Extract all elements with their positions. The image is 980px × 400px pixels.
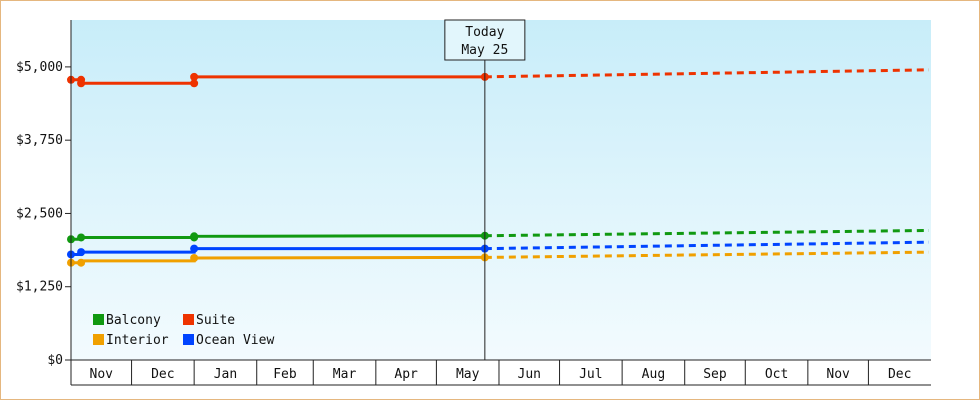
series-layer [67, 68, 930, 267]
legend: Balcony Suite Interior Ocean View [93, 313, 274, 348]
x-tick-label: Jul [579, 367, 602, 382]
legend-label-interior: Interior [106, 333, 169, 348]
forecast-line-interior [484, 250, 929, 259]
y-tick-label: $3,750 [16, 133, 63, 148]
y-tick-label: $1,250 [16, 280, 63, 295]
data-point-balcony [190, 232, 199, 241]
data-point-ocean-view [77, 248, 86, 257]
data-point-ocean-view [190, 244, 199, 253]
y-tick-label: $0 [47, 353, 63, 368]
data-point-interior [190, 254, 199, 262]
x-tick-label: Oct [765, 367, 788, 382]
forecast-line-ocean-view [484, 240, 930, 251]
y-tick-label: $5,000 [16, 60, 63, 75]
today-box [444, 19, 526, 61]
x-tick-label: May [456, 367, 480, 382]
x-tick-label: Apr [394, 367, 418, 382]
today-layer: Today May 25 [444, 19, 526, 360]
legend-swatch-ocean-view [183, 334, 194, 345]
legend-swatch-balcony [93, 314, 104, 325]
data-point-suite [190, 79, 199, 88]
x-tick-label: Feb [273, 367, 297, 382]
legend-label-balcony: Balcony [106, 313, 161, 328]
data-point-balcony [77, 233, 86, 242]
axes-layer: $0 $1,250 $2,500 $3,750 $5,000 Nov Dec Jan Feb Ma… [16, 20, 931, 386]
data-point-suite [77, 79, 86, 88]
forecast-line-balcony [484, 228, 929, 238]
x-tick-label: Jan [214, 367, 237, 382]
data-point-interior [77, 258, 86, 267]
y-tick-label: $2,500 [16, 206, 63, 221]
x-tick-label: Mar [333, 367, 357, 382]
x-tick-label: Nov [826, 367, 850, 382]
legend-swatch-interior [93, 334, 104, 345]
x-tick-label: Aug [642, 367, 665, 382]
x-tick-label: Dec [151, 367, 174, 382]
x-tick-label: Dec [888, 367, 911, 382]
forecast-line-suite [484, 68, 930, 79]
today-label-line1: Today [465, 25, 504, 40]
x-tick-label: Nov [90, 367, 114, 382]
legend-label-ocean-view: Ocean View [196, 333, 274, 348]
x-tick-label: Jun [518, 367, 541, 382]
x-tick-label: Sep [703, 367, 727, 382]
legend-label-suite: Suite [196, 313, 235, 328]
legend-swatch-suite [183, 314, 194, 325]
data-point-suite [190, 72, 199, 81]
today-label-line2: May 25 [461, 43, 508, 58]
